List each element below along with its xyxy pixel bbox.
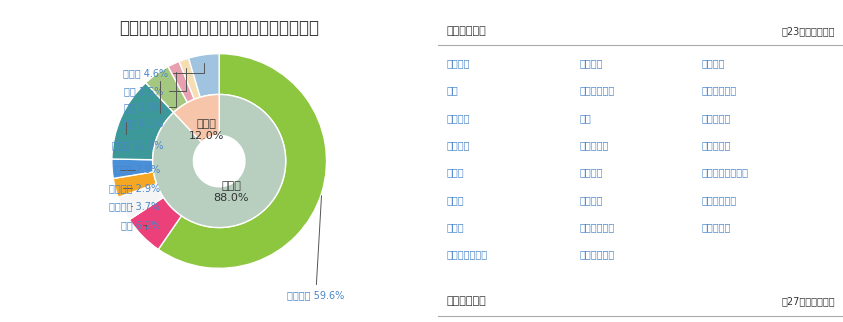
Text: 日本 6.2%: 日本 6.2% <box>121 220 160 231</box>
Text: デンマーク: デンマーク <box>580 140 609 150</box>
Text: ニュージーランド: ニュージーランド <box>701 167 749 177</box>
Text: フランス: フランス <box>447 140 470 150</box>
Text: 香港: 香港 <box>580 113 592 123</box>
Text: フィンランド: フィンランド <box>580 250 615 260</box>
Wedge shape <box>112 83 174 160</box>
Text: その他 12.9%: その他 12.9% <box>112 122 164 150</box>
Text: イギリス 3.7%: イギリス 3.7% <box>109 201 160 211</box>
Text: アメリカ: アメリカ <box>447 58 470 68</box>
Wedge shape <box>189 54 219 97</box>
Text: イギリス: イギリス <box>447 113 470 123</box>
Text: アメリカ 59.6%: アメリカ 59.6% <box>287 196 345 300</box>
Text: ノルウェー: ノルウェー <box>701 113 731 123</box>
Wedge shape <box>112 159 153 178</box>
Text: カナダ 2.9%: カナダ 2.9% <box>115 165 160 175</box>
Text: ベルギー: ベルギー <box>701 58 725 68</box>
Text: オランダ: オランダ <box>580 58 604 68</box>
Wedge shape <box>129 197 181 250</box>
Wedge shape <box>153 94 286 228</box>
Text: カナダ: カナダ <box>447 167 464 177</box>
Text: イタリア: イタリア <box>580 167 604 177</box>
Wedge shape <box>113 172 157 197</box>
Text: スウェーデン: スウェーデン <box>580 85 615 95</box>
Text: 新興国・地域: 新興国・地域 <box>447 296 486 306</box>
Text: スイス: スイス <box>447 195 464 205</box>
Text: スペイン: スペイン <box>580 195 604 205</box>
Text: ドイツ: ドイツ <box>447 222 464 232</box>
Text: 中国 4.1%: 中国 4.1% <box>124 81 164 128</box>
Text: イスラエル: イスラエル <box>701 140 731 150</box>
Text: フランス 2.9%: フランス 2.9% <box>109 183 160 193</box>
Wedge shape <box>179 58 201 99</box>
Text: シンガポール: シンガポール <box>580 222 615 232</box>
Text: オーストリア: オーストリア <box>701 195 737 205</box>
Text: 先進国・地域: 先進国・地域 <box>447 26 486 36</box>
Text: 日本: 日本 <box>447 85 459 95</box>
Text: （23ヵ国・地域）: （23ヵ国・地域） <box>781 26 835 36</box>
Text: オーストラリア: オーストラリア <box>447 250 487 260</box>
Text: ＜対象インデックスの国・地域別構成比率＞: ＜対象インデックスの国・地域別構成比率＞ <box>119 19 319 37</box>
Text: アイルランド: アイルランド <box>701 85 737 95</box>
Wedge shape <box>168 62 194 102</box>
Text: 先進国
88.0%: 先進国 88.0% <box>213 181 250 203</box>
Wedge shape <box>118 184 164 220</box>
Text: その他 4.6%: その他 4.6% <box>122 63 205 78</box>
Text: ポルトガル: ポルトガル <box>701 222 731 232</box>
Text: （27ヵ国・地域）: （27ヵ国・地域） <box>781 296 835 306</box>
Text: 台湾 1.8%: 台湾 1.8% <box>124 71 175 112</box>
Wedge shape <box>174 94 219 142</box>
Wedge shape <box>158 54 326 268</box>
Text: 新興国
12.0%: 新興国 12.0% <box>189 119 224 141</box>
Wedge shape <box>146 67 187 112</box>
Text: 韓国 1.5%: 韓国 1.5% <box>124 68 185 96</box>
